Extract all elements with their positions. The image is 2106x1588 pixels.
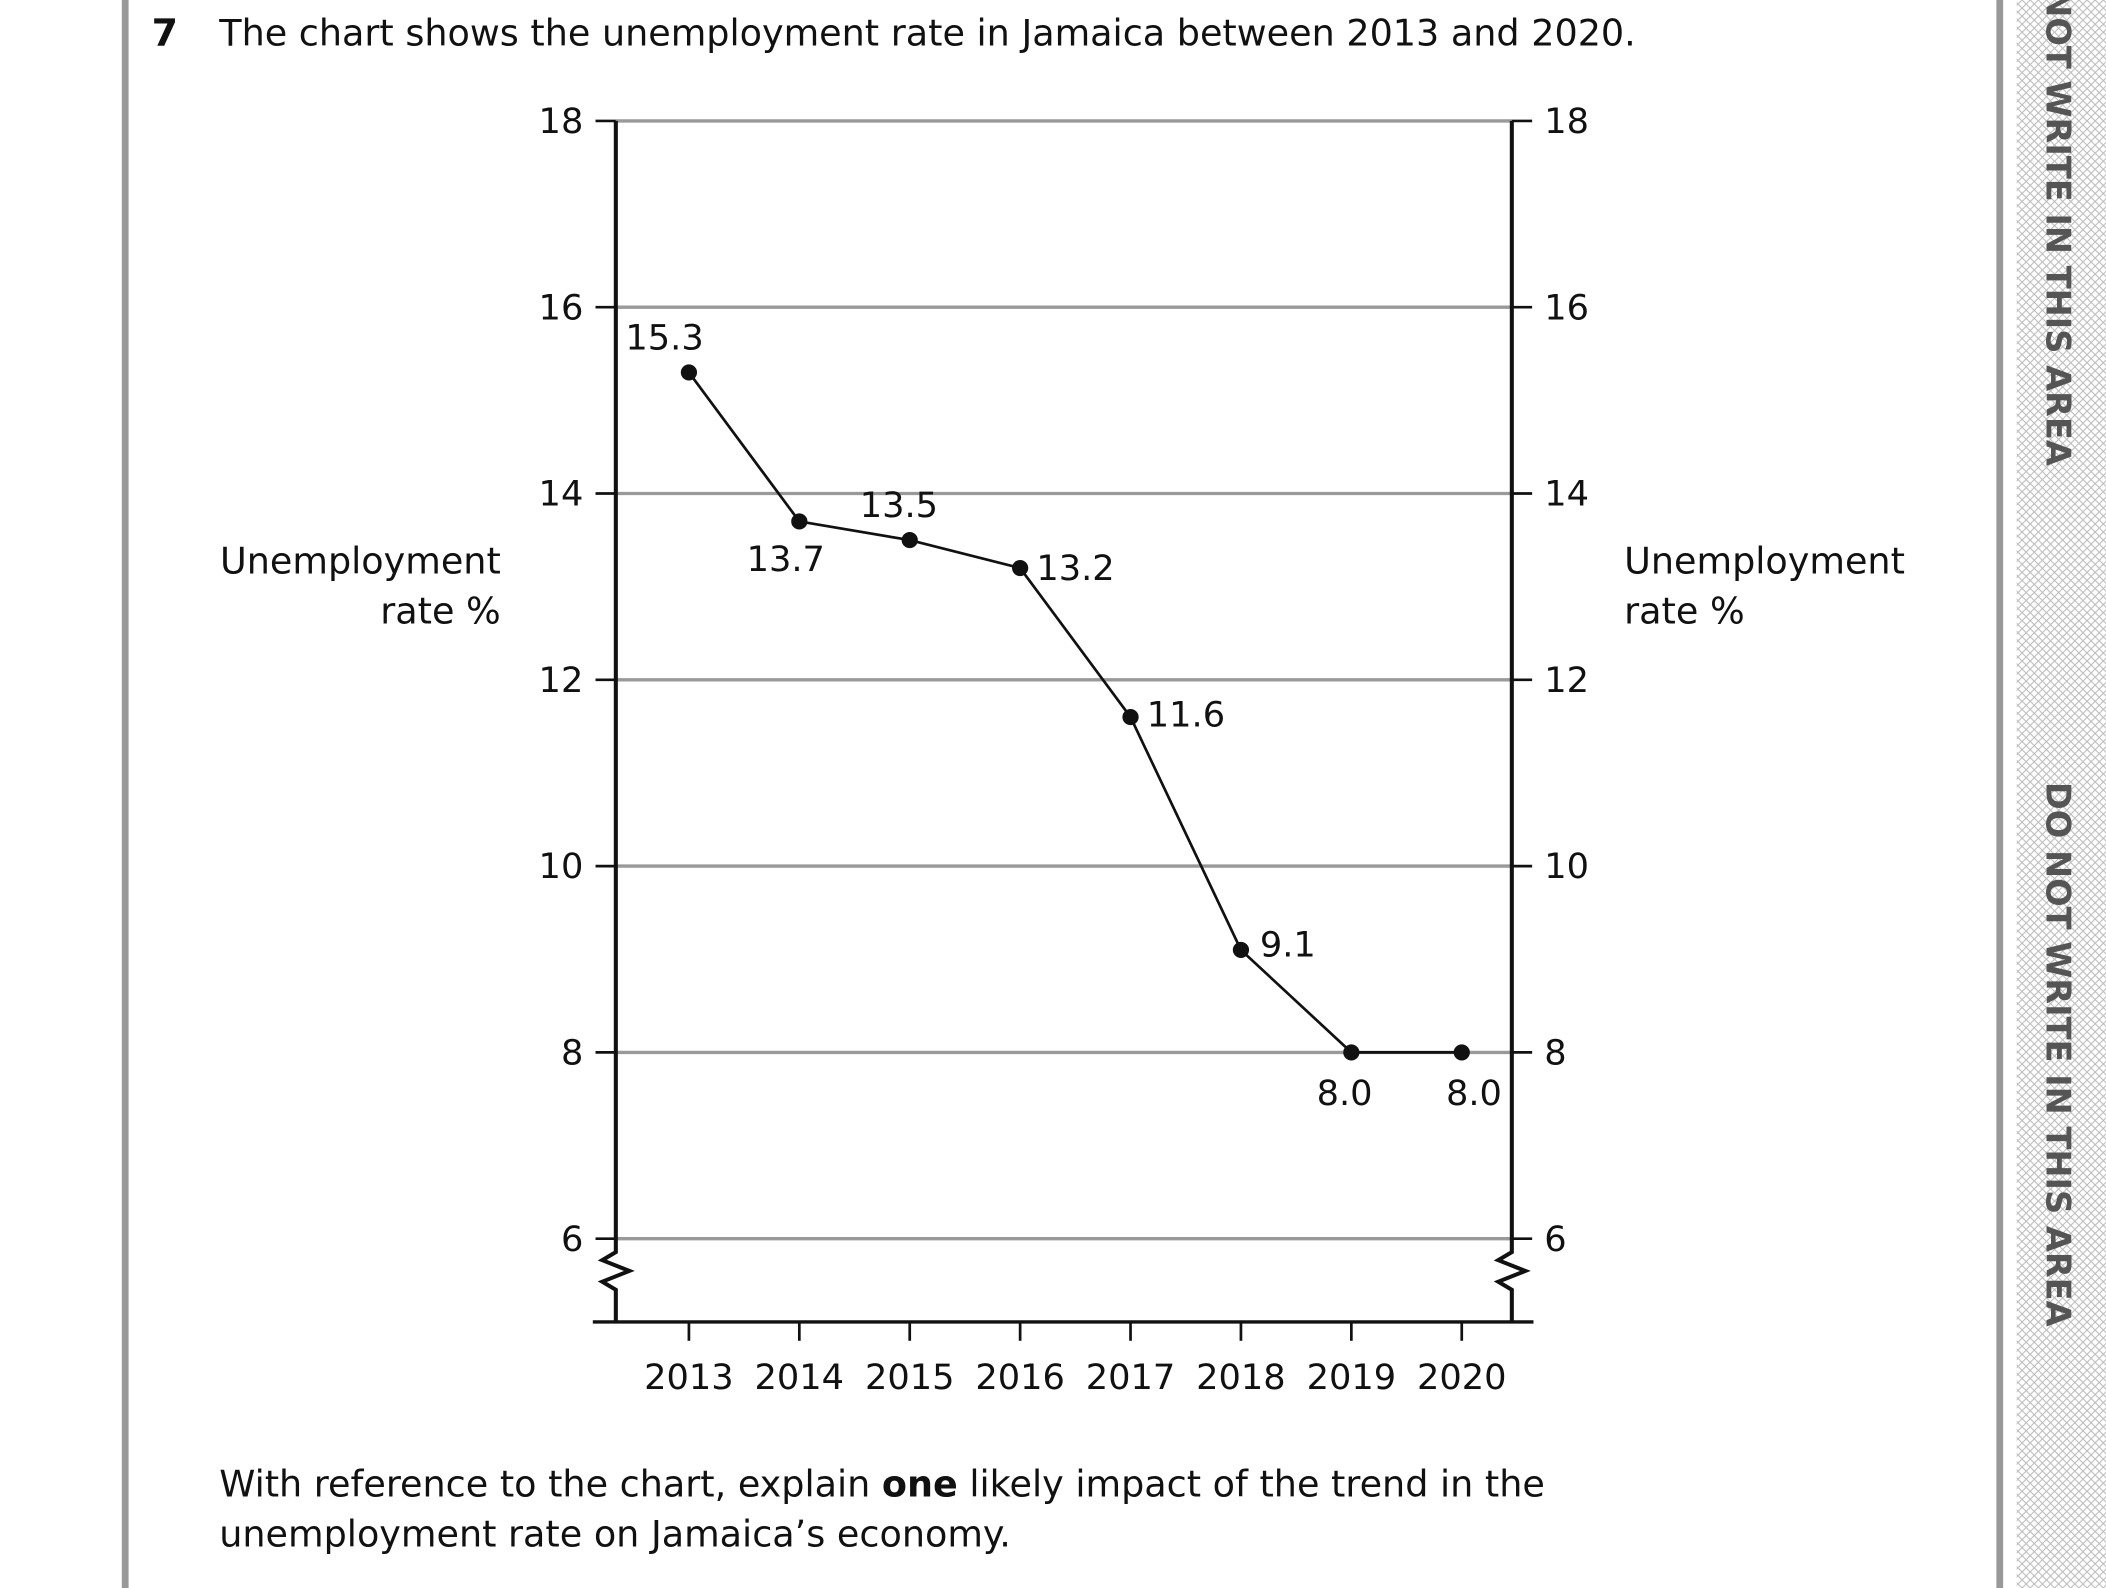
data-label: 13.5 (860, 485, 938, 526)
data-label: 11.6 (1147, 695, 1225, 736)
data-point (1012, 559, 1029, 577)
data-point (1453, 1044, 1470, 1061)
margin-text: DO NOT WRITE IN THIS AREA (2038, 782, 2077, 1327)
data-line (687, 371, 1462, 1054)
x-tick-label: 2017 (1086, 1357, 1176, 1398)
data-label: 9.1 (1260, 925, 1316, 966)
x-tick-label: 2015 (865, 1357, 955, 1398)
y2-tick-label: 10 (1544, 846, 1589, 887)
data-point (1232, 941, 1250, 958)
margin-text: NOT WRITE IN THIS AREA (2038, 0, 2077, 466)
y-tick-label: 12 (539, 660, 584, 701)
y-tick-label: 16 (539, 287, 584, 328)
chart: 6 8 10 12 14 16 18 6 8 10 12 14 16 18 Unemployment rate… (220, 101, 1905, 1398)
x-tick-label: 2018 (1196, 1357, 1286, 1398)
prompt-part: With reference to the chart, explain (219, 1463, 882, 1506)
x-tick-label: 2014 (755, 1357, 845, 1398)
data-point (1343, 1044, 1360, 1061)
right-border (1996, 0, 2004, 1588)
x-tick-label: 2019 (1307, 1357, 1397, 1398)
data-label: 8.0 (1317, 1073, 1373, 1114)
y-tick-label: 6 (561, 1219, 583, 1260)
y-axis-title: rate % (380, 590, 501, 633)
y2-tick-label: 12 (1544, 660, 1589, 701)
y-axis-title: Unemployment (220, 540, 501, 583)
y2-tick-label: 6 (1544, 1219, 1566, 1260)
data-point (680, 364, 698, 381)
y2-axis (1493, 120, 1531, 1322)
y-tick-label: 8 (561, 1033, 583, 1074)
y2-tick-label: 14 (1544, 474, 1589, 515)
y-tick-label: 14 (539, 474, 584, 515)
data-label: 13.7 (747, 539, 825, 580)
margin-strip (2016, 0, 2106, 1588)
y2-axis-title: Unemployment (1624, 540, 1905, 583)
left-border (121, 0, 129, 1588)
data-point (1122, 709, 1139, 726)
data-label: 8.0 (1446, 1073, 1502, 1114)
y2-axis-title: rate % (1624, 590, 1745, 633)
prompt-line: With reference to the chart, explain one… (219, 1463, 1545, 1506)
x-tick-label: 2020 (1417, 1357, 1507, 1398)
y-axis (597, 120, 635, 1322)
data-point (791, 513, 808, 530)
y2-tick-label: 8 (1544, 1033, 1566, 1074)
prompt-part: likely impact of the trend in the (958, 1463, 1545, 1506)
question-number: 7 (152, 11, 178, 55)
y2-tick-label: 18 (1544, 101, 1589, 142)
data-label: 15.3 (625, 318, 703, 359)
prompt-line: unemployment rate on Jamaica’s economy. (219, 1512, 1011, 1555)
x-tick-label: 2016 (975, 1357, 1065, 1398)
data-point (901, 532, 918, 549)
y-tick-label: 10 (539, 846, 584, 887)
y2-tick-label: 16 (1544, 287, 1589, 328)
y-tick-label: 18 (539, 101, 584, 142)
data-label: 13.2 (1036, 548, 1114, 589)
prompt-emphasis: one (882, 1463, 958, 1506)
question-text: The chart shows the unemployment rate in… (218, 12, 1636, 55)
x-tick-label: 2013 (644, 1357, 734, 1398)
